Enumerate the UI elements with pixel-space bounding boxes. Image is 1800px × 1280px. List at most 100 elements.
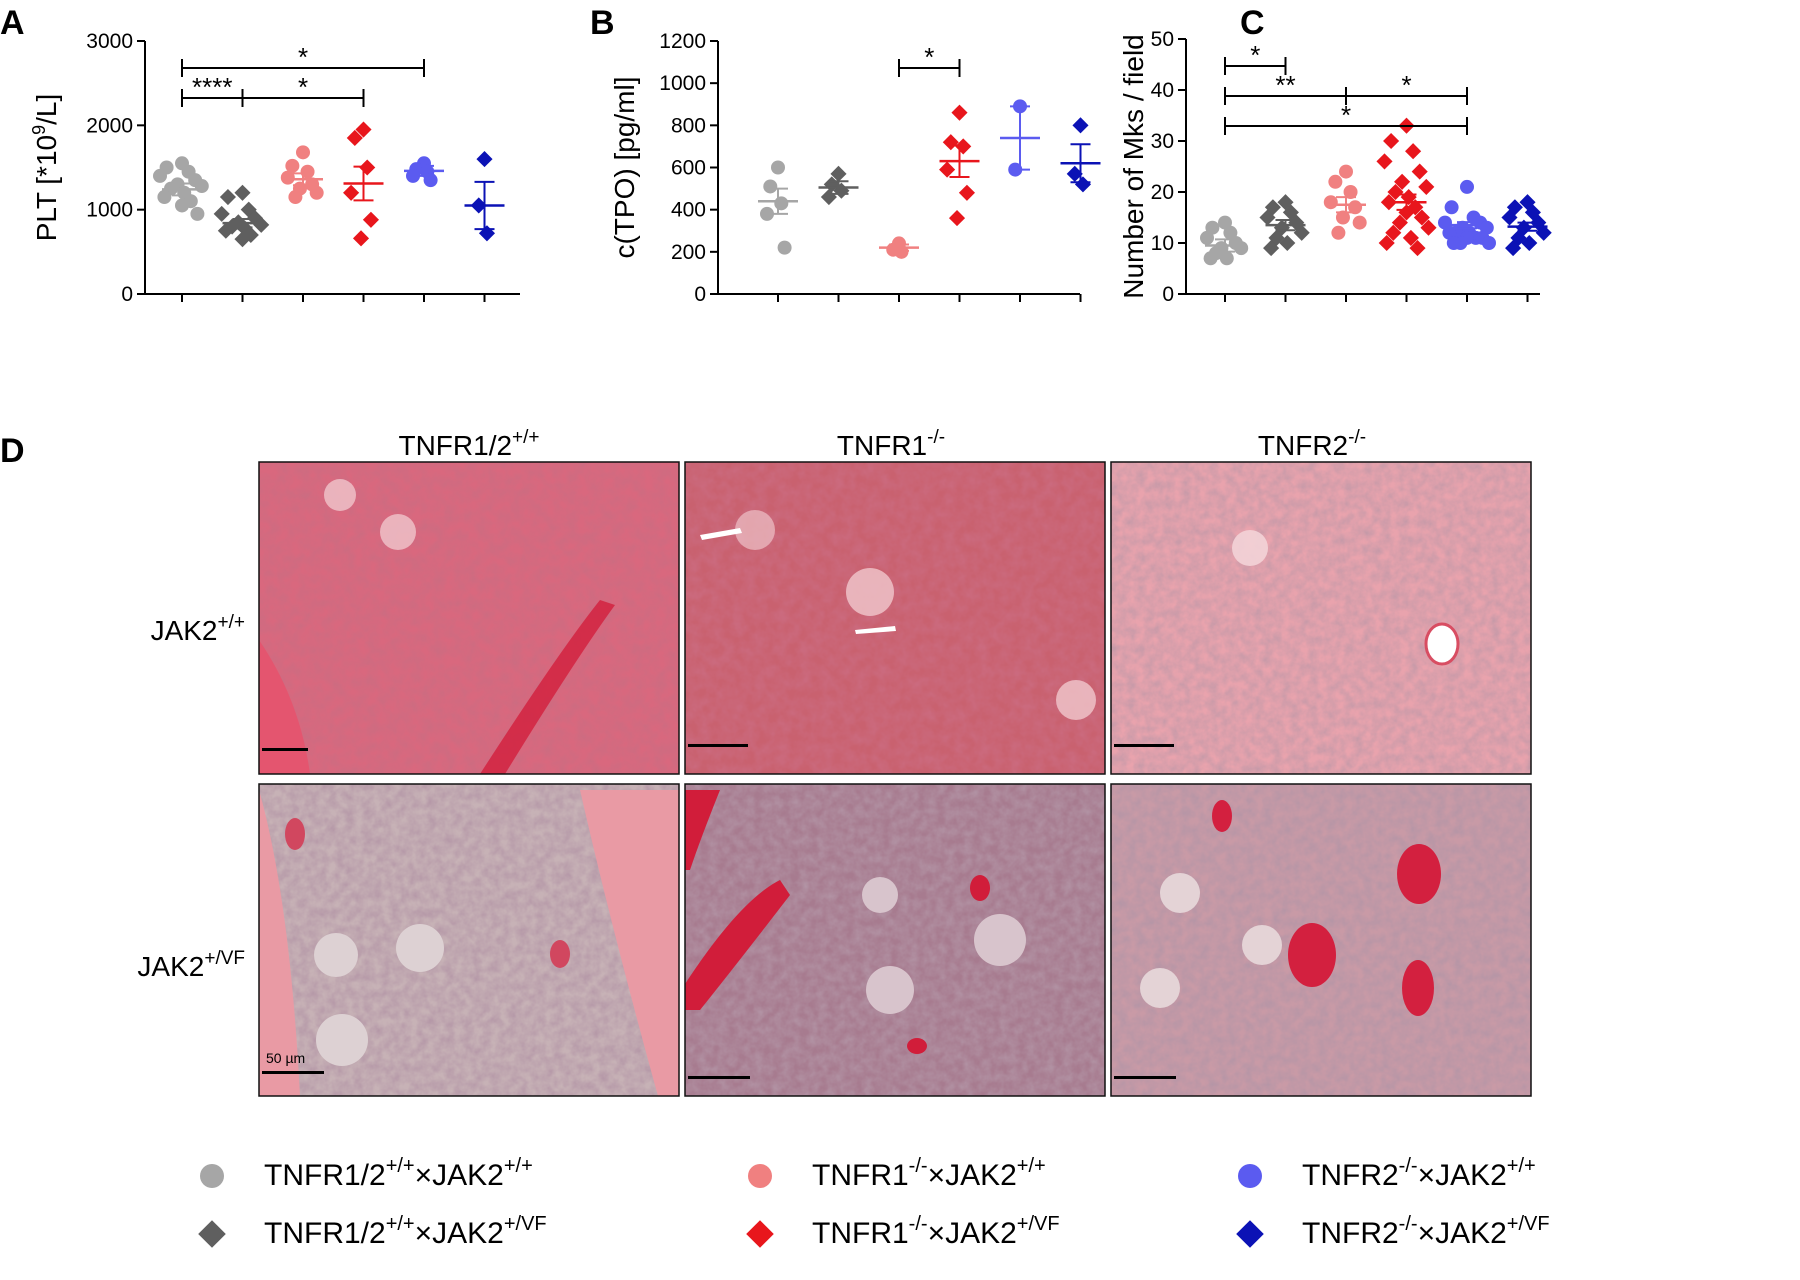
y-tick-label: 400 (671, 199, 706, 222)
legend-item-2: TNFR1-/-×JAK2+/+ (748, 1155, 1046, 1192)
series-group-4 (343, 121, 384, 247)
y-axis-label: c(TPO) [pg/ml] (609, 76, 640, 258)
data-point (1234, 241, 1249, 256)
data-point (1385, 224, 1402, 241)
series-group-2 (213, 184, 270, 248)
legend-label: TNFR1/2+/+×JAK2+/+ (264, 1155, 533, 1192)
micrograph-r1-c3 (1110, 461, 1532, 775)
data-point (771, 160, 785, 175)
data-point (830, 165, 847, 182)
legend-label: TNFR2-/-×JAK2+/+ (1302, 1155, 1536, 1192)
legend: TNFR1/2+/+×JAK2+/+ TNFR1-/-×JAK2+/+ TNFR2-… (198, 1155, 1550, 1250)
data-point (153, 168, 167, 183)
data-point (1418, 178, 1435, 195)
y-tick-label: 0 (694, 283, 706, 306)
y-tick-label: 600 (671, 157, 706, 180)
micrograph-grid: 50 µm (258, 461, 1532, 1097)
data-point (777, 240, 792, 255)
data-point (1383, 132, 1400, 150)
data-point (406, 168, 420, 183)
data-point (1264, 199, 1281, 216)
data-point (242, 226, 259, 244)
y-tick-label: 40 (1151, 79, 1174, 102)
data-point (362, 211, 379, 228)
micrograph-r2-c3 (1110, 783, 1532, 1097)
legend-item-5: TNFR1-/-×JAK2+/VF (746, 1213, 1060, 1250)
series-group-4 (939, 104, 980, 227)
series-group-6 (464, 151, 505, 242)
significance-label: ** (1275, 70, 1295, 100)
data-point (833, 182, 850, 199)
series-group-2 (1259, 194, 1310, 257)
series-group-1 (758, 160, 798, 255)
data-point (1259, 209, 1276, 226)
data-point (343, 184, 360, 201)
data-point (280, 170, 295, 185)
legend-label: TNFR1-/-×JAK2+/+ (812, 1155, 1046, 1192)
data-point (213, 205, 230, 222)
legend-label: TNFR2-/-×JAK2+/VF (1302, 1213, 1550, 1250)
svg-text:TNFR2-/-: TNFR2-/- (1258, 427, 1366, 461)
y-tick-label: 50 (1151, 28, 1174, 51)
series-group-2 (818, 165, 859, 206)
data-point (355, 121, 372, 138)
data-point (942, 134, 959, 151)
series-group-3 (1323, 164, 1367, 240)
data-point (1446, 236, 1461, 250)
data-point (1405, 143, 1422, 160)
data-point (1072, 117, 1089, 134)
data-point (217, 222, 234, 239)
micrograph-r1-c1 (258, 461, 680, 775)
series-group-1 (1200, 215, 1249, 266)
data-point (1279, 234, 1296, 252)
data-point (1343, 185, 1358, 199)
legend-item-1: TNFR1/2+/+×JAK2+/+ (200, 1155, 533, 1192)
data-point (1268, 229, 1285, 246)
series-group-3 (879, 236, 919, 259)
svg-text:JAK2+/VF: JAK2+/VF (137, 948, 245, 982)
series-group-6 (1060, 117, 1101, 193)
svg-text:TNFR1-/-: TNFR1-/- (837, 427, 945, 461)
data-point (194, 179, 209, 194)
data-point (1352, 215, 1367, 230)
y-tick-label: 0 (1162, 283, 1174, 306)
data-point (1460, 179, 1474, 194)
data-point (1219, 251, 1234, 266)
data-point (760, 206, 774, 221)
legend-marker (198, 1220, 226, 1248)
y-axis-label: Number of Mks / field (1118, 34, 1149, 299)
data-point (1398, 204, 1415, 221)
data-point (224, 218, 241, 235)
data-point (774, 196, 789, 211)
micrograph-column-header-2: TNFR1-/- (837, 427, 945, 461)
significance-label: **** (192, 72, 232, 102)
significance-label: * (298, 72, 308, 102)
significance-label: * (1250, 40, 1260, 70)
data-point (1323, 195, 1338, 210)
micrograph-row-header-2: JAK2+/VF (137, 948, 245, 982)
data-point (1521, 234, 1538, 252)
series-group-6 (1501, 194, 1552, 257)
data-point (300, 164, 315, 179)
legend-marker (746, 1220, 774, 1248)
data-point (763, 179, 778, 194)
y-tick-label: 2000 (86, 114, 133, 137)
data-point (1444, 200, 1459, 215)
data-point (1409, 240, 1426, 257)
series-group-5 (404, 156, 444, 188)
micrograph-row-header-1: JAK2+/+ (151, 612, 245, 646)
data-point (346, 129, 363, 147)
y-axis-label: PLT [*109/L] (29, 94, 62, 242)
micrograph-r2-c2 (684, 783, 1106, 1097)
y-tick-label: 1200 (659, 30, 706, 53)
significance-bracket: **** (181, 72, 244, 107)
data-point (1519, 194, 1536, 211)
data-point (1378, 234, 1395, 252)
data-point (288, 190, 303, 205)
series-group-3 (280, 145, 324, 205)
data-point (309, 185, 324, 200)
legend-label: TNFR1/2+/+×JAK2+/VF (264, 1213, 547, 1250)
data-point (352, 230, 370, 247)
